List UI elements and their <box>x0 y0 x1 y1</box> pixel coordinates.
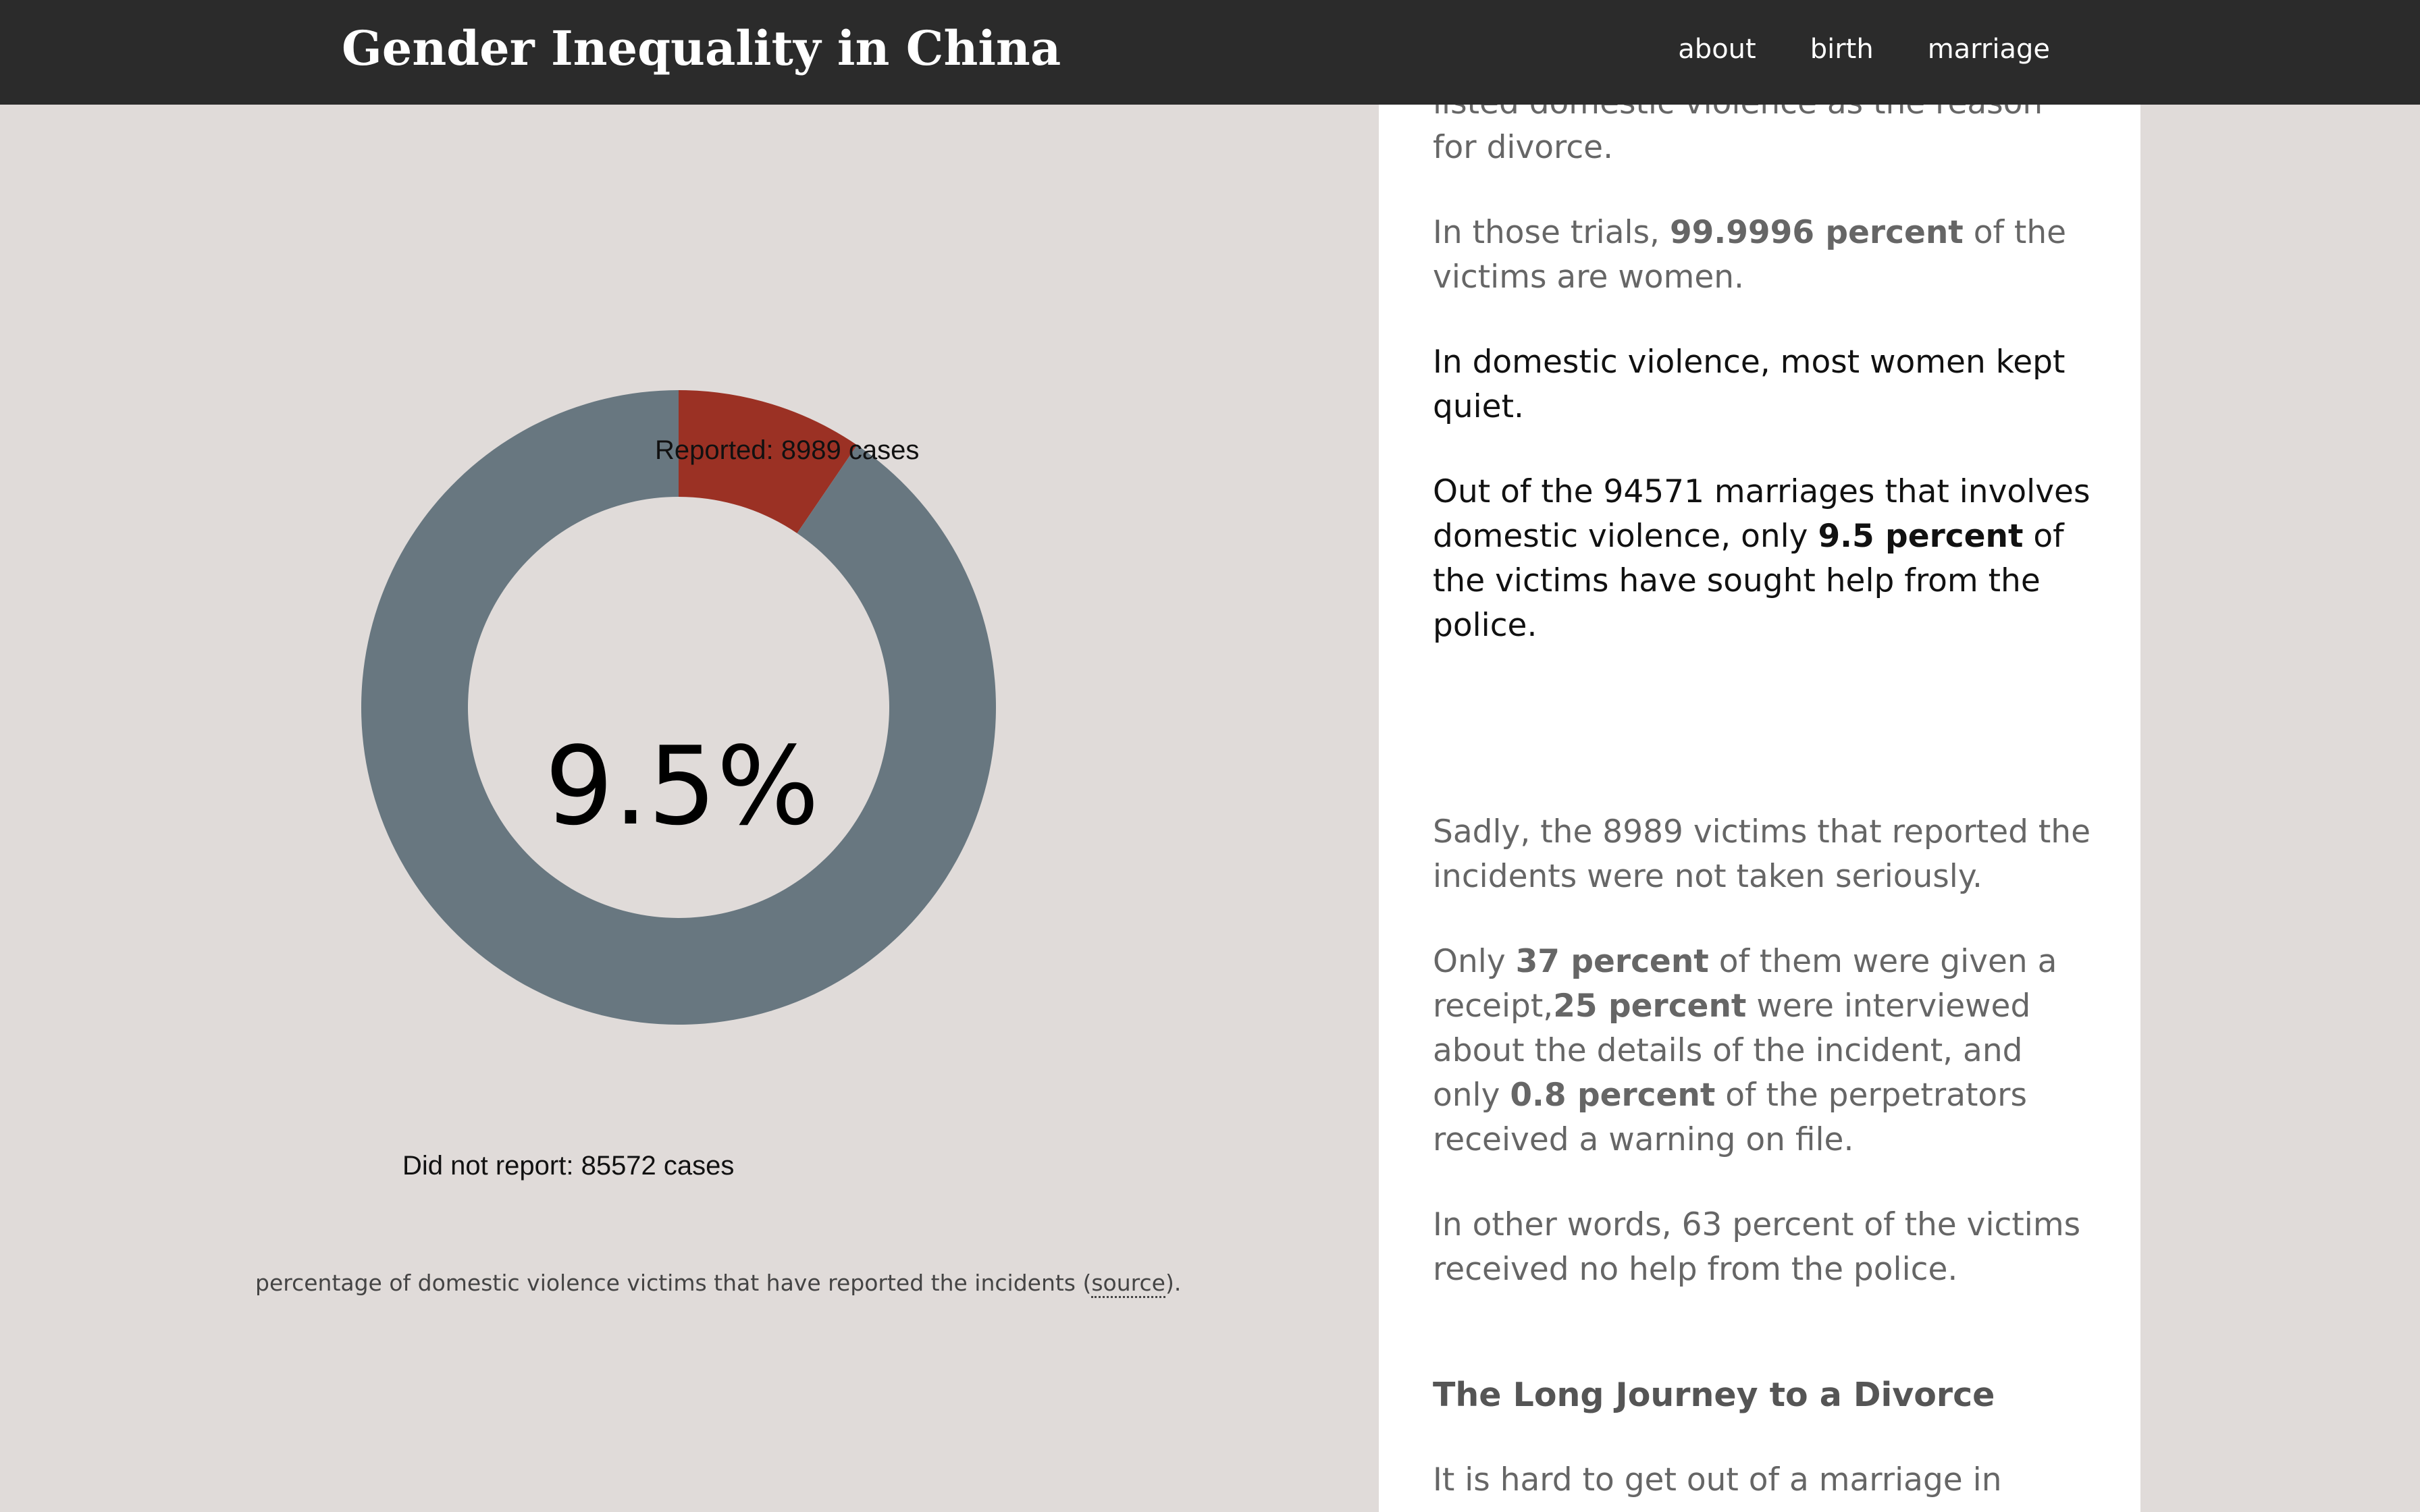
nav-about[interactable]: about <box>1678 34 1756 65</box>
source-link[interactable]: source <box>1091 1270 1165 1298</box>
p5-stat-receipt: 37 percent <box>1515 943 1709 980</box>
site-title[interactable]: Gender Inequality in China <box>342 20 1061 76</box>
main-nav: about birth marriage <box>1678 34 2050 65</box>
p3-stat: 9.5 percent <box>1818 518 2024 555</box>
p5-text-g: of the perpetrators received a warning o… <box>1433 1077 2027 1158</box>
paragraph-sought-help: Out of the 94571 marriages that involves… <box>1433 470 2095 648</box>
article-body: listed domestic violence as the reason f… <box>1433 81 2095 1512</box>
section-heading: The Long Journey to a Divorce <box>1433 1376 1995 1414</box>
p5-stat-warning: 0.8 percent <box>1510 1077 1716 1114</box>
chart-area: 9.5% Reported: 8989 cases Did not report… <box>0 105 1379 1512</box>
caption-text: percentage of domestic violence victims … <box>255 1270 1092 1296</box>
donut-slice-did-not-report <box>361 390 996 1025</box>
site-header: Gender Inequality in China about birth m… <box>0 0 2420 105</box>
p5-text-e: were interviewed about the details of th… <box>1433 988 2031 1114</box>
p5-text-c: of them were given a receipt, <box>1433 943 2057 1025</box>
p1-text-a: In those trials, <box>1433 214 1670 251</box>
paragraph-cutoff: It is hard to get out of a marriage in C… <box>1433 1461 2002 1498</box>
nav-birth[interactable]: birth <box>1810 34 1874 65</box>
not-reported-label: Did not report: 85572 cases <box>402 1151 735 1181</box>
caption-end: ). <box>1165 1270 1182 1296</box>
paragraph-victims-women: In those trials, 99.9996 percent of the … <box>1433 211 2095 300</box>
article-column: listed domestic violence as the reason f… <box>1379 0 2140 1512</box>
paragraph-not-taken-seriously: Sadly, the 8989 victims that reported th… <box>1433 813 2091 895</box>
donut-center-percentage: 9.5% <box>544 723 820 849</box>
reported-label: Reported: 8989 cases <box>655 435 920 465</box>
p1-text-c: of the victims are women. <box>1433 214 2067 296</box>
chart-caption: percentage of domestic violence victims … <box>255 1270 1182 1298</box>
donut-slice-reported <box>679 390 858 534</box>
paragraph-police-response: Only 37 percent of them were given a rec… <box>1433 940 2095 1162</box>
spacer <box>1433 688 2095 810</box>
p1-stat: 99.9996 percent <box>1669 214 1964 251</box>
nav-marriage[interactable]: marriage <box>1927 34 2050 65</box>
p3-text-a: Out of the 94571 marriages that involves… <box>1433 473 2090 555</box>
p5-stat-interviewed: 25 percent <box>1553 988 1747 1025</box>
p3-text-c: of the victims have sought help from the… <box>1433 518 2064 644</box>
donut-chart <box>361 390 996 1025</box>
p5-text-a: Only <box>1433 943 1516 980</box>
paragraph-kept-quiet: In domestic violence, most women kept qu… <box>1433 344 2066 425</box>
paragraph-no-help: In other words, 63 percent of the victim… <box>1433 1206 2081 1288</box>
